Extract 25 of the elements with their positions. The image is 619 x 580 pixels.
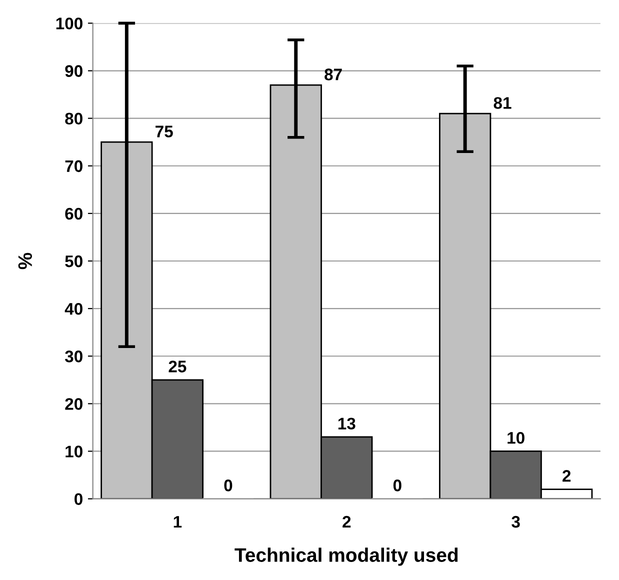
y-tick-label: 100	[56, 18, 82, 30]
y-tick-label: 20	[65, 398, 82, 410]
data-label: 0	[393, 480, 402, 492]
y-tick-label: 40	[64, 302, 82, 315]
data-label: 10	[508, 432, 524, 444]
x-tick-label: 1	[174, 516, 182, 528]
data-label: 0	[224, 480, 232, 492]
y-tick-label: 0	[74, 493, 82, 506]
data-label: 87	[324, 68, 342, 80]
x-axis-title: Technical modality used	[234, 548, 458, 566]
y-tick-label: 60	[65, 208, 82, 220]
y-tick-label: 30	[64, 350, 82, 362]
y-tick-label: 10	[66, 446, 82, 458]
y-axis-title: %	[18, 252, 32, 270]
y-tick-label: 80	[65, 112, 82, 125]
data-label: 2	[562, 470, 571, 482]
data-label: 75	[156, 126, 173, 138]
data-label: 13	[338, 418, 356, 430]
y-tick-label: 90	[65, 65, 82, 77]
data-label: 81	[494, 97, 512, 109]
y-tick-label: 50	[65, 255, 82, 268]
x-tick-label: 2	[342, 516, 351, 528]
y-tick-label: 70	[65, 160, 82, 172]
data-label: 25	[168, 360, 186, 372]
x-tick-label: 3	[512, 516, 520, 528]
